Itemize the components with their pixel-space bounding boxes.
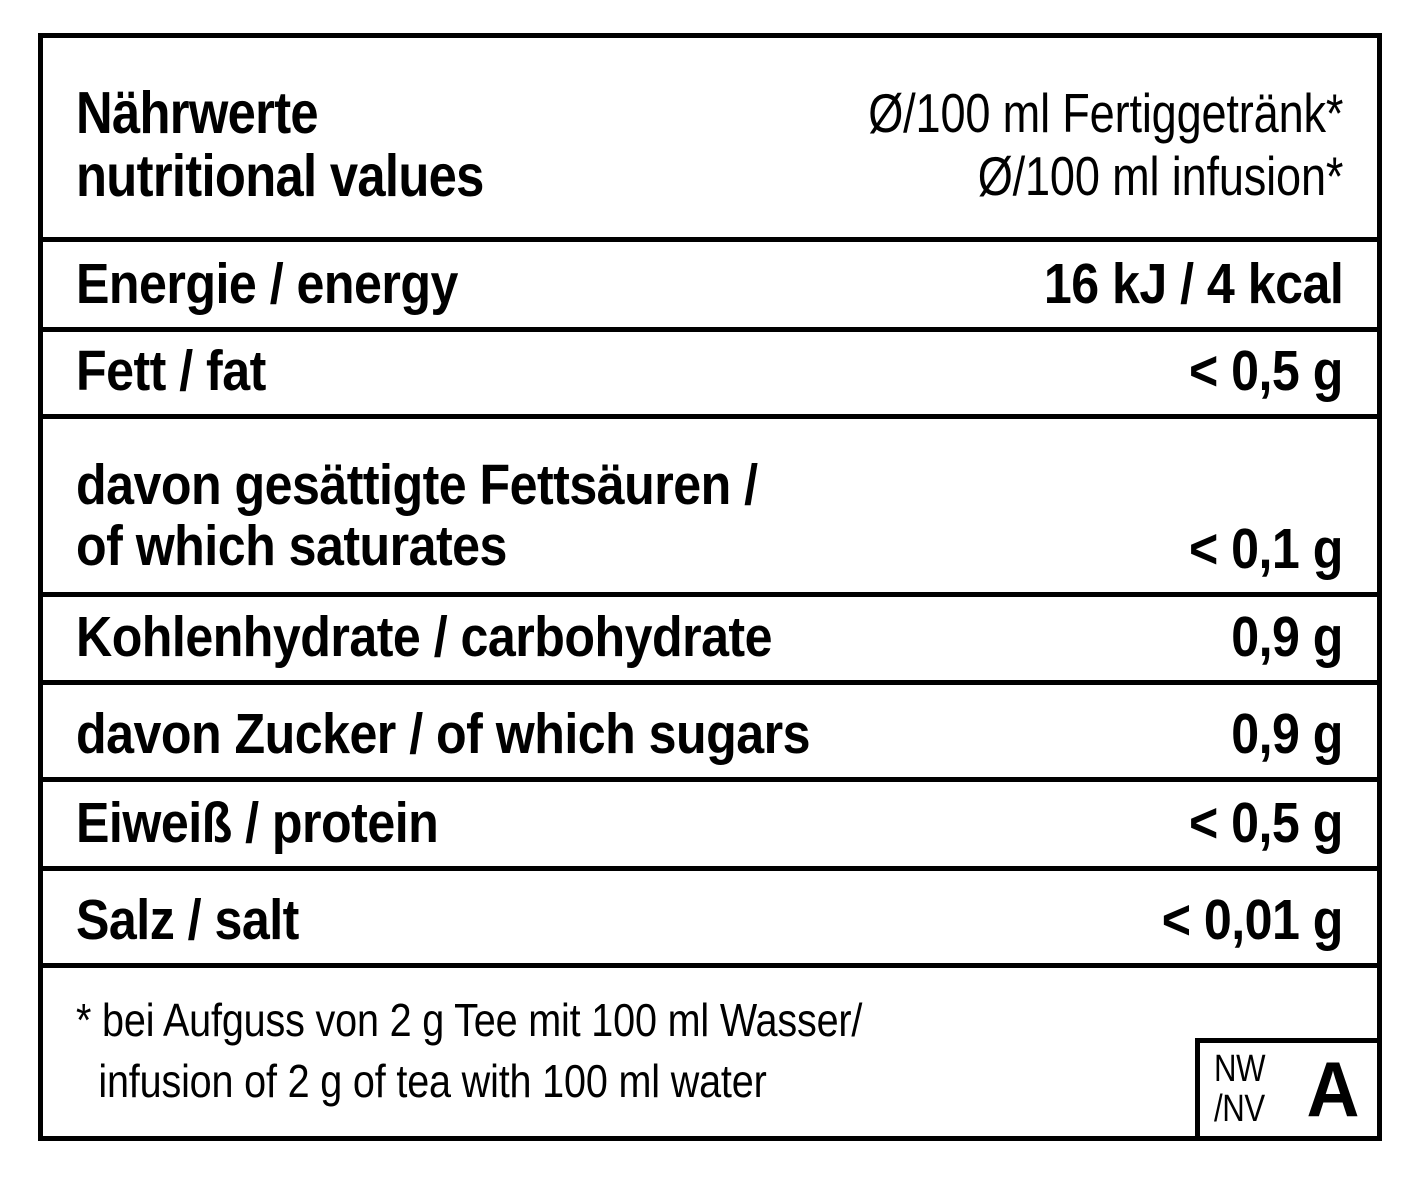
serving-basis-label: Ø/100 ml Fertiggetränk* Ø/100 ml infusio… [868,82,1343,207]
nutrient-value-energy: 16 kJ / 4 kcal [1043,251,1344,316]
nutri-score-badge: NW /NV A [1195,1038,1382,1141]
nutri-score-badge-label: NW /NV [1214,1047,1266,1130]
table-footnote-row: * bei Aufguss von 2 g Tee mit 100 ml Was… [43,968,1382,1141]
nutrient-value-sugars: 0,9 g [1231,701,1343,766]
nutrient-value-protein: < 0,5 g [1189,790,1343,855]
nutrient-label-carbohydrate: Kohlenhydrate / carbohydrate [76,604,773,669]
table-row-fat: Fett / fat < 0,5 g [43,332,1377,419]
nutrient-value-saturates: < 0,1 g [1189,516,1343,581]
footnote-text: * bei Aufguss von 2 g Tee mit 100 ml Was… [76,994,863,1107]
nutrient-label-energy: Energie / energy [76,251,458,316]
nutrient-label-salt: Salz / salt [76,887,299,952]
table-row-energy: Energie / energy 16 kJ / 4 kcal [43,242,1377,332]
nutrient-value-salt: < 0,01 g [1161,887,1344,952]
table-row-carbohydrate: Kohlenhydrate / carbohydrate 0,9 g [43,597,1377,685]
nutrient-value-fat: < 0,5 g [1189,338,1343,403]
nutrient-value-carbohydrate: 0,9 g [1231,604,1343,669]
page-title: Nährwerte nutritional values [76,80,484,209]
nutrient-label-sugars: davon Zucker / of which sugars [76,701,810,766]
nutrition-facts-table: Nährwerte nutritional values Ø/100 ml Fe… [38,33,1382,1141]
nutri-score-badge-grade: A [1306,1045,1359,1134]
table-header-row: Nährwerte nutritional values Ø/100 ml Fe… [43,38,1377,242]
nutrient-label-saturates: davon gesättigte Fettsäuren / of which s… [76,452,758,579]
table-row-sugars: davon Zucker / of which sugars 0,9 g [43,685,1377,782]
table-row-protein: Eiweiß / protein < 0,5 g [43,782,1377,871]
nutrient-label-fat: Fett / fat [76,338,266,403]
table-row-saturates: davon gesättigte Fettsäuren / of which s… [43,419,1377,597]
table-row-salt: Salz / salt < 0,01 g [43,871,1377,968]
nutrient-label-protein: Eiweiß / protein [76,790,439,855]
